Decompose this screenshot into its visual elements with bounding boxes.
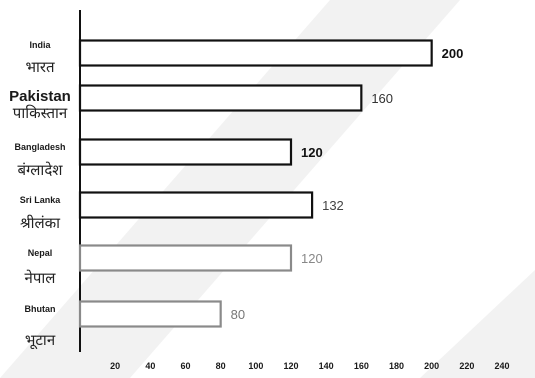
- category-label-en: Nepal: [28, 248, 53, 258]
- bar: [78, 191, 314, 219]
- category-label-en: Bhutan: [25, 304, 56, 314]
- x-tick-label: 180: [389, 361, 404, 371]
- x-tick-label: 20: [110, 361, 120, 371]
- category-label-hi: भारत: [25, 58, 55, 76]
- x-tick-label: 120: [283, 361, 298, 371]
- category-label-hi: बंग्लादेश: [17, 161, 63, 179]
- x-tick-label: 200: [424, 361, 439, 371]
- x-tick-label: 100: [248, 361, 263, 371]
- category-label-hi: पाकिस्तान: [13, 104, 68, 122]
- x-tick-label: 80: [216, 361, 226, 371]
- x-tick-label: 240: [494, 361, 509, 371]
- value-label: 120: [301, 251, 323, 266]
- category-label-hi: नेपाल: [25, 269, 57, 287]
- bars: [78, 39, 433, 328]
- bar: [78, 84, 363, 112]
- category-label-hi: भूटान: [25, 331, 56, 350]
- x-tick-label: 160: [354, 361, 369, 371]
- value-label: 132: [322, 198, 344, 213]
- category-label-en: Sri Lanka: [20, 195, 62, 205]
- category-label-en: Pakistan: [9, 88, 71, 105]
- x-tick-label: 40: [145, 361, 155, 371]
- x-tick-label: 220: [459, 361, 474, 371]
- category-label-en: Bangladesh: [14, 142, 65, 152]
- bar: [78, 300, 222, 328]
- value-label: 200: [442, 46, 464, 61]
- value-label: 160: [371, 91, 393, 106]
- value-label: 120: [301, 145, 323, 160]
- bar: [78, 244, 293, 272]
- value-label: 80: [231, 307, 245, 322]
- bar: [78, 39, 433, 67]
- x-tick-labels: 20 40 60 80 100 120 140 160 180 200 220 240: [110, 361, 509, 371]
- bar: [78, 138, 293, 166]
- category-label-hi: श्रीलंका: [20, 214, 61, 232]
- value-labels: 200 160 120 132 120 80: [231, 46, 464, 322]
- category-label-en: India: [29, 40, 51, 50]
- x-tick-label: 60: [180, 361, 190, 371]
- x-tick-label: 140: [319, 361, 334, 371]
